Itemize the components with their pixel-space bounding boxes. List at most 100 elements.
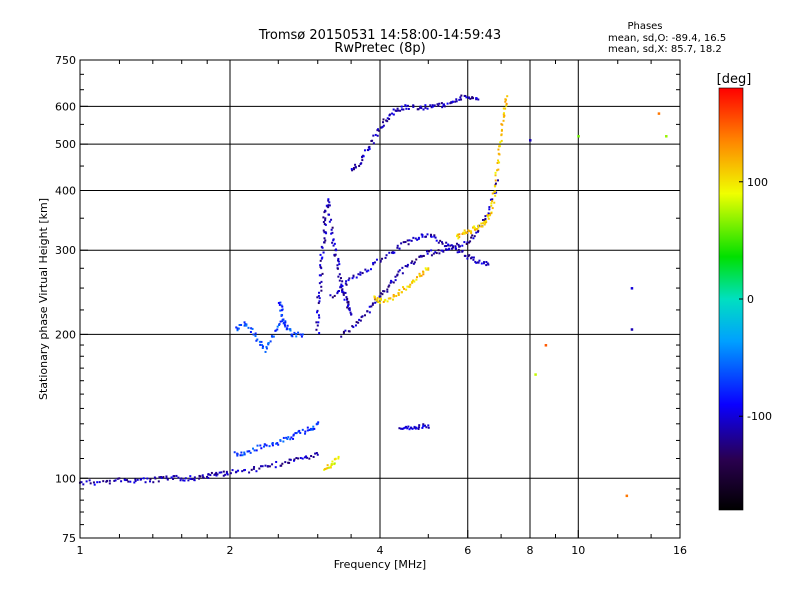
data-point <box>392 113 395 116</box>
data-point <box>433 235 436 238</box>
data-point <box>342 330 345 333</box>
data-point <box>420 274 423 277</box>
data-point <box>458 250 461 253</box>
data-point <box>406 285 409 288</box>
data-point <box>287 436 290 439</box>
data-point <box>297 457 300 460</box>
data-point <box>345 280 348 283</box>
data-point <box>430 254 433 257</box>
data-point <box>471 234 474 237</box>
colorbar-tick-label: 100 <box>747 176 768 189</box>
data-point <box>124 479 127 482</box>
data-point <box>355 321 358 324</box>
data-point <box>245 324 248 327</box>
data-point <box>432 105 435 108</box>
data-point <box>236 329 239 332</box>
data-point <box>316 422 319 425</box>
data-point <box>334 253 337 256</box>
data-point <box>450 244 453 247</box>
data-point <box>348 277 351 280</box>
data-point <box>261 465 264 468</box>
data-point <box>381 257 384 260</box>
data-point <box>259 465 262 468</box>
data-point <box>215 474 218 477</box>
data-point <box>253 449 256 452</box>
data-point <box>314 452 317 455</box>
data-point <box>225 470 228 473</box>
x-axis-label: Frequency [MHz] <box>334 558 426 571</box>
data-point <box>316 453 319 456</box>
data-point <box>213 473 216 476</box>
data-point <box>386 117 389 120</box>
data-point <box>372 263 375 266</box>
data-point <box>366 310 369 313</box>
data-point <box>480 225 483 228</box>
data-point <box>468 230 471 233</box>
data-point <box>465 242 468 245</box>
data-point <box>320 289 323 292</box>
data-point <box>239 454 242 457</box>
data-point <box>315 328 318 331</box>
data-point <box>403 426 406 429</box>
data-point <box>153 476 156 479</box>
data-point <box>259 343 262 346</box>
data-point <box>162 476 165 479</box>
data-point <box>434 251 437 254</box>
data-point <box>461 250 464 253</box>
data-point <box>357 321 360 324</box>
data-point <box>396 107 399 110</box>
data-point <box>333 462 336 465</box>
data-point <box>231 469 234 472</box>
data-point <box>427 268 430 271</box>
data-point <box>486 215 489 218</box>
phases-heading: Phases <box>627 21 663 32</box>
data-point <box>207 476 210 479</box>
data-point <box>351 325 354 328</box>
data-point <box>412 105 415 108</box>
data-point <box>454 248 457 251</box>
data-point <box>369 268 372 271</box>
data-point <box>351 277 354 280</box>
data-point <box>337 259 340 262</box>
data-point <box>267 341 270 344</box>
data-point <box>278 303 281 306</box>
data-point <box>241 454 244 457</box>
phases-o-stats: mean, sd,O: -89.4, 16.5 <box>608 33 727 44</box>
data-point <box>262 445 265 448</box>
data-point <box>331 460 334 463</box>
data-point <box>401 108 404 111</box>
data-point <box>497 148 500 151</box>
y-tick-label: 75 <box>62 532 76 545</box>
data-point <box>402 108 405 111</box>
data-point <box>236 454 239 457</box>
data-point <box>458 245 461 248</box>
data-point <box>418 255 421 258</box>
data-point <box>336 267 339 270</box>
data-point <box>261 344 264 347</box>
data-point <box>295 456 298 459</box>
data-point <box>463 254 466 257</box>
data-point <box>384 298 387 301</box>
x-tick-label: 4 <box>377 544 384 557</box>
data-point <box>271 442 274 445</box>
data-point <box>361 315 364 318</box>
data-point <box>250 327 253 330</box>
data-point <box>322 251 325 254</box>
data-point <box>412 262 415 265</box>
data-point <box>397 293 400 296</box>
data-point <box>463 229 466 232</box>
data-point <box>499 141 502 144</box>
data-point <box>394 279 397 282</box>
data-point <box>283 324 286 327</box>
data-point <box>382 300 385 303</box>
data-point <box>495 191 498 194</box>
data-point <box>430 106 433 109</box>
data-point <box>251 327 254 330</box>
data-point <box>289 438 292 441</box>
data-point <box>284 321 287 324</box>
data-point <box>312 455 315 458</box>
data-point <box>241 470 244 473</box>
data-point <box>264 464 267 467</box>
data-point <box>324 223 327 226</box>
data-point <box>260 447 263 450</box>
